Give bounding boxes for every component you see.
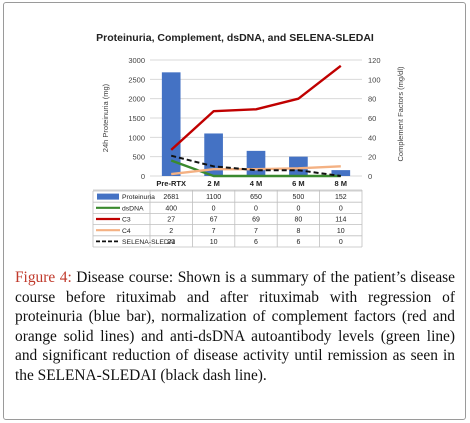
x-category-label: 6 M — [292, 179, 305, 188]
table-cell: 0 — [254, 205, 258, 212]
y-left-axis-label: 24h Proteinuria (mg) — [101, 83, 110, 152]
bar-proteinuria — [331, 170, 351, 176]
table-cell: 0 — [339, 239, 343, 246]
table-cell: 0 — [212, 205, 216, 212]
figure-frame — [3, 2, 466, 420]
legend-entry: C3 — [122, 217, 131, 224]
y-right-tick-label: 60 — [368, 114, 376, 123]
table-cell: 6 — [296, 239, 300, 246]
caption-text: Disease course: Shown is a summary of th… — [15, 269, 455, 384]
table-cell: 21 — [167, 239, 175, 246]
y-left-tick-label: 1000 — [128, 133, 145, 142]
table-cell: 27 — [167, 217, 175, 224]
chart-svg: 0500100015002000250030000204060801001202… — [92, 56, 405, 248]
legend-entry: dsDNA — [122, 205, 144, 212]
y-left-tick-label: 3000 — [128, 56, 145, 65]
y-right-axis-label: Complement Factors (mg/dl) — [396, 66, 405, 162]
table-cell: 152 — [335, 194, 347, 201]
table-cell: 6 — [254, 239, 258, 246]
y-left-tick-label: 2500 — [128, 75, 145, 84]
y-left-tick-label: 1500 — [128, 114, 145, 123]
x-category-label: 8 M — [335, 179, 348, 188]
x-category-label: Pre-RTX — [156, 179, 186, 188]
bar-proteinuria — [204, 133, 223, 176]
table-cell: 500 — [293, 194, 305, 201]
table-cell: 650 — [250, 194, 262, 201]
table-cell: 400 — [165, 205, 177, 212]
x-category-label: 4 M — [250, 179, 263, 188]
y-left-tick-label: 500 — [132, 153, 145, 162]
table-cell: 8 — [296, 228, 300, 235]
caption-label: Figure 4: — [15, 269, 72, 286]
y-right-tick-label: 20 — [368, 153, 376, 162]
bar-proteinuria — [289, 156, 308, 176]
table-cell: 7 — [254, 228, 258, 235]
figure-caption: Figure 4: Disease course: Shown is a sum… — [15, 268, 455, 385]
x-category-label: 2 M — [207, 179, 220, 188]
chart-title: Proteinuria, Complement, dsDNA, and SELE… — [96, 32, 374, 44]
y-left-tick-label: 0 — [141, 172, 145, 181]
table-cell: 69 — [252, 217, 260, 224]
table-cell: 0 — [296, 205, 300, 212]
table-cell: 1100 — [206, 194, 221, 201]
series-line-c4 — [171, 165, 341, 176]
table-cell: 10 — [210, 239, 218, 246]
y-left-tick-label: 2000 — [128, 95, 145, 104]
y-right-tick-label: 100 — [368, 75, 381, 84]
table-cell: 80 — [295, 217, 303, 224]
y-right-tick-label: 120 — [368, 56, 381, 65]
legend-key — [97, 193, 119, 200]
bar-proteinuria — [161, 72, 181, 176]
table-cell: 7 — [212, 228, 216, 235]
legend-entry: C4 — [122, 228, 131, 235]
legend-entry: SELENA-SLEDAI — [122, 239, 175, 246]
y-right-tick-label: 80 — [368, 95, 376, 104]
bar-proteinuria — [246, 150, 266, 176]
y-right-tick-label: 40 — [368, 133, 376, 142]
table-cell: 0 — [339, 205, 343, 212]
table-cell: 2681 — [163, 194, 179, 201]
y-right-tick-label: 0 — [368, 172, 372, 181]
table-cell: 10 — [337, 228, 345, 235]
table-cell: 114 — [335, 217, 346, 224]
legend-entry: Proteinuria — [122, 194, 155, 201]
table-cell: 67 — [210, 217, 218, 224]
series-line-c3 — [170, 64, 342, 151]
table-cell: 2 — [169, 228, 173, 235]
